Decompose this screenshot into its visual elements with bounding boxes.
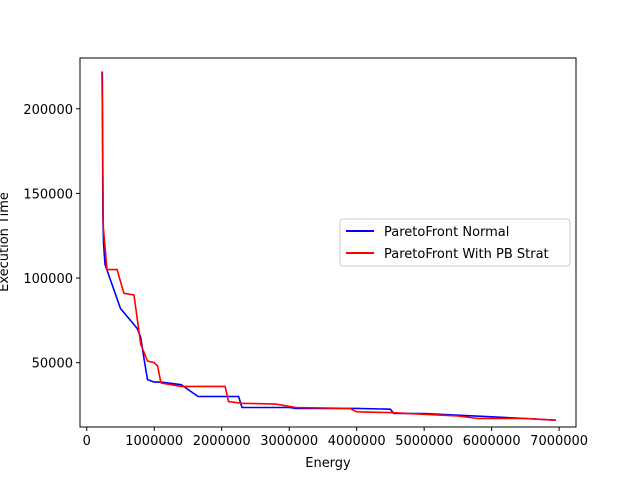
axes-frame <box>79 57 577 428</box>
y-tick-label: 200000 <box>23 103 73 118</box>
legend: ParetoFront Normal ParetoFront With PB S… <box>339 218 571 267</box>
series-line-1 <box>101 71 556 421</box>
x-tick-label: 7000000 <box>530 434 588 449</box>
y-tick-label: 50000 <box>32 357 73 372</box>
y-axis-ticks: 50000 100000 150000 200000 <box>23 103 80 372</box>
x-tick-label: 5000000 <box>395 434 453 449</box>
x-tick-label: 2000000 <box>193 434 251 449</box>
x-axis-ticks: 0 1000000 2000000 3000000 4000000 5000000 6000… <box>83 427 588 449</box>
y-tick-label: 150000 <box>23 187 73 202</box>
y-tick-label: 100000 <box>23 272 73 287</box>
x-tick-label: 0 <box>83 434 91 449</box>
series-layer <box>101 71 556 421</box>
x-axis-label: Energy <box>305 456 351 471</box>
y-axis-label: Execution Time <box>0 192 12 292</box>
x-tick-label: 1000000 <box>125 434 183 449</box>
x-tick-label: 3000000 <box>260 434 318 449</box>
x-tick-label: 4000000 <box>328 434 386 449</box>
legend-entry-normal: ParetoFront Normal <box>384 225 509 240</box>
x-tick-label: 6000000 <box>463 434 521 449</box>
legend-box <box>339 218 571 267</box>
legend-entry-pb-strat: ParetoFront With PB Strat <box>384 247 549 262</box>
